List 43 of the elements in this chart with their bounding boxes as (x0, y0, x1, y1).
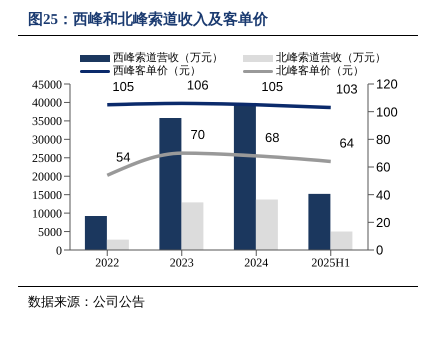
data-label: 106 (186, 77, 209, 92)
bar (256, 199, 278, 250)
y2-tick-label: 20 (376, 214, 390, 230)
y2-tick-label: 100 (376, 104, 398, 120)
y-tick-label: 15000 (32, 188, 62, 202)
y-tick-label: 35000 (32, 114, 62, 128)
y-tick-label: 10000 (32, 206, 62, 220)
y2-tick-label: 40 (376, 187, 390, 202)
legend-label: 北峰客单价（元） (276, 65, 364, 78)
y-tick-label: 20000 (32, 169, 62, 184)
data-label: 105 (261, 78, 284, 94)
y-tick-label: 5000 (38, 224, 62, 239)
y-tick-label: 30000 (32, 132, 62, 147)
line-series (106, 151, 332, 178)
data-label: 68 (265, 130, 280, 145)
y2-tick-label: 60 (376, 160, 390, 175)
data-label: 54 (116, 149, 130, 164)
bar (330, 232, 352, 250)
y-tick-label: 25000 (32, 151, 62, 166)
bar (308, 194, 330, 250)
data-label: 64 (340, 135, 354, 150)
bar (84, 216, 107, 250)
x-tick-label: 2024 (244, 256, 268, 270)
x-tick-label: 2023 (170, 256, 194, 270)
data-label: 103 (336, 82, 358, 97)
data-label: 70 (190, 127, 205, 142)
chart-title: 图25：西峰和北峰索道收入及客单价 (27, 10, 269, 30)
y2-tick-label: 120 (376, 76, 398, 92)
source-note: 数据来源：公司公告 (27, 293, 146, 311)
data-label: 105 (112, 78, 134, 94)
y-tick-label: 40000 (32, 96, 62, 110)
legend-label: 北峰索道营收（万元） (276, 52, 386, 64)
legend-label: 西峰索道营收（万元） (113, 52, 223, 64)
legend-label: 西峰客单价（元） (113, 65, 201, 78)
y2-tick-label: 80 (376, 132, 390, 147)
y-tick-label: 0 (56, 243, 62, 258)
bar (106, 240, 129, 250)
y2-tick-label: 0 (376, 242, 384, 258)
bar (159, 118, 182, 250)
x-tick-label: 2022 (95, 256, 120, 270)
x-tick-label: 2025H1 (311, 256, 350, 270)
y-tick-label: 45000 (32, 77, 62, 92)
bar (181, 202, 204, 250)
